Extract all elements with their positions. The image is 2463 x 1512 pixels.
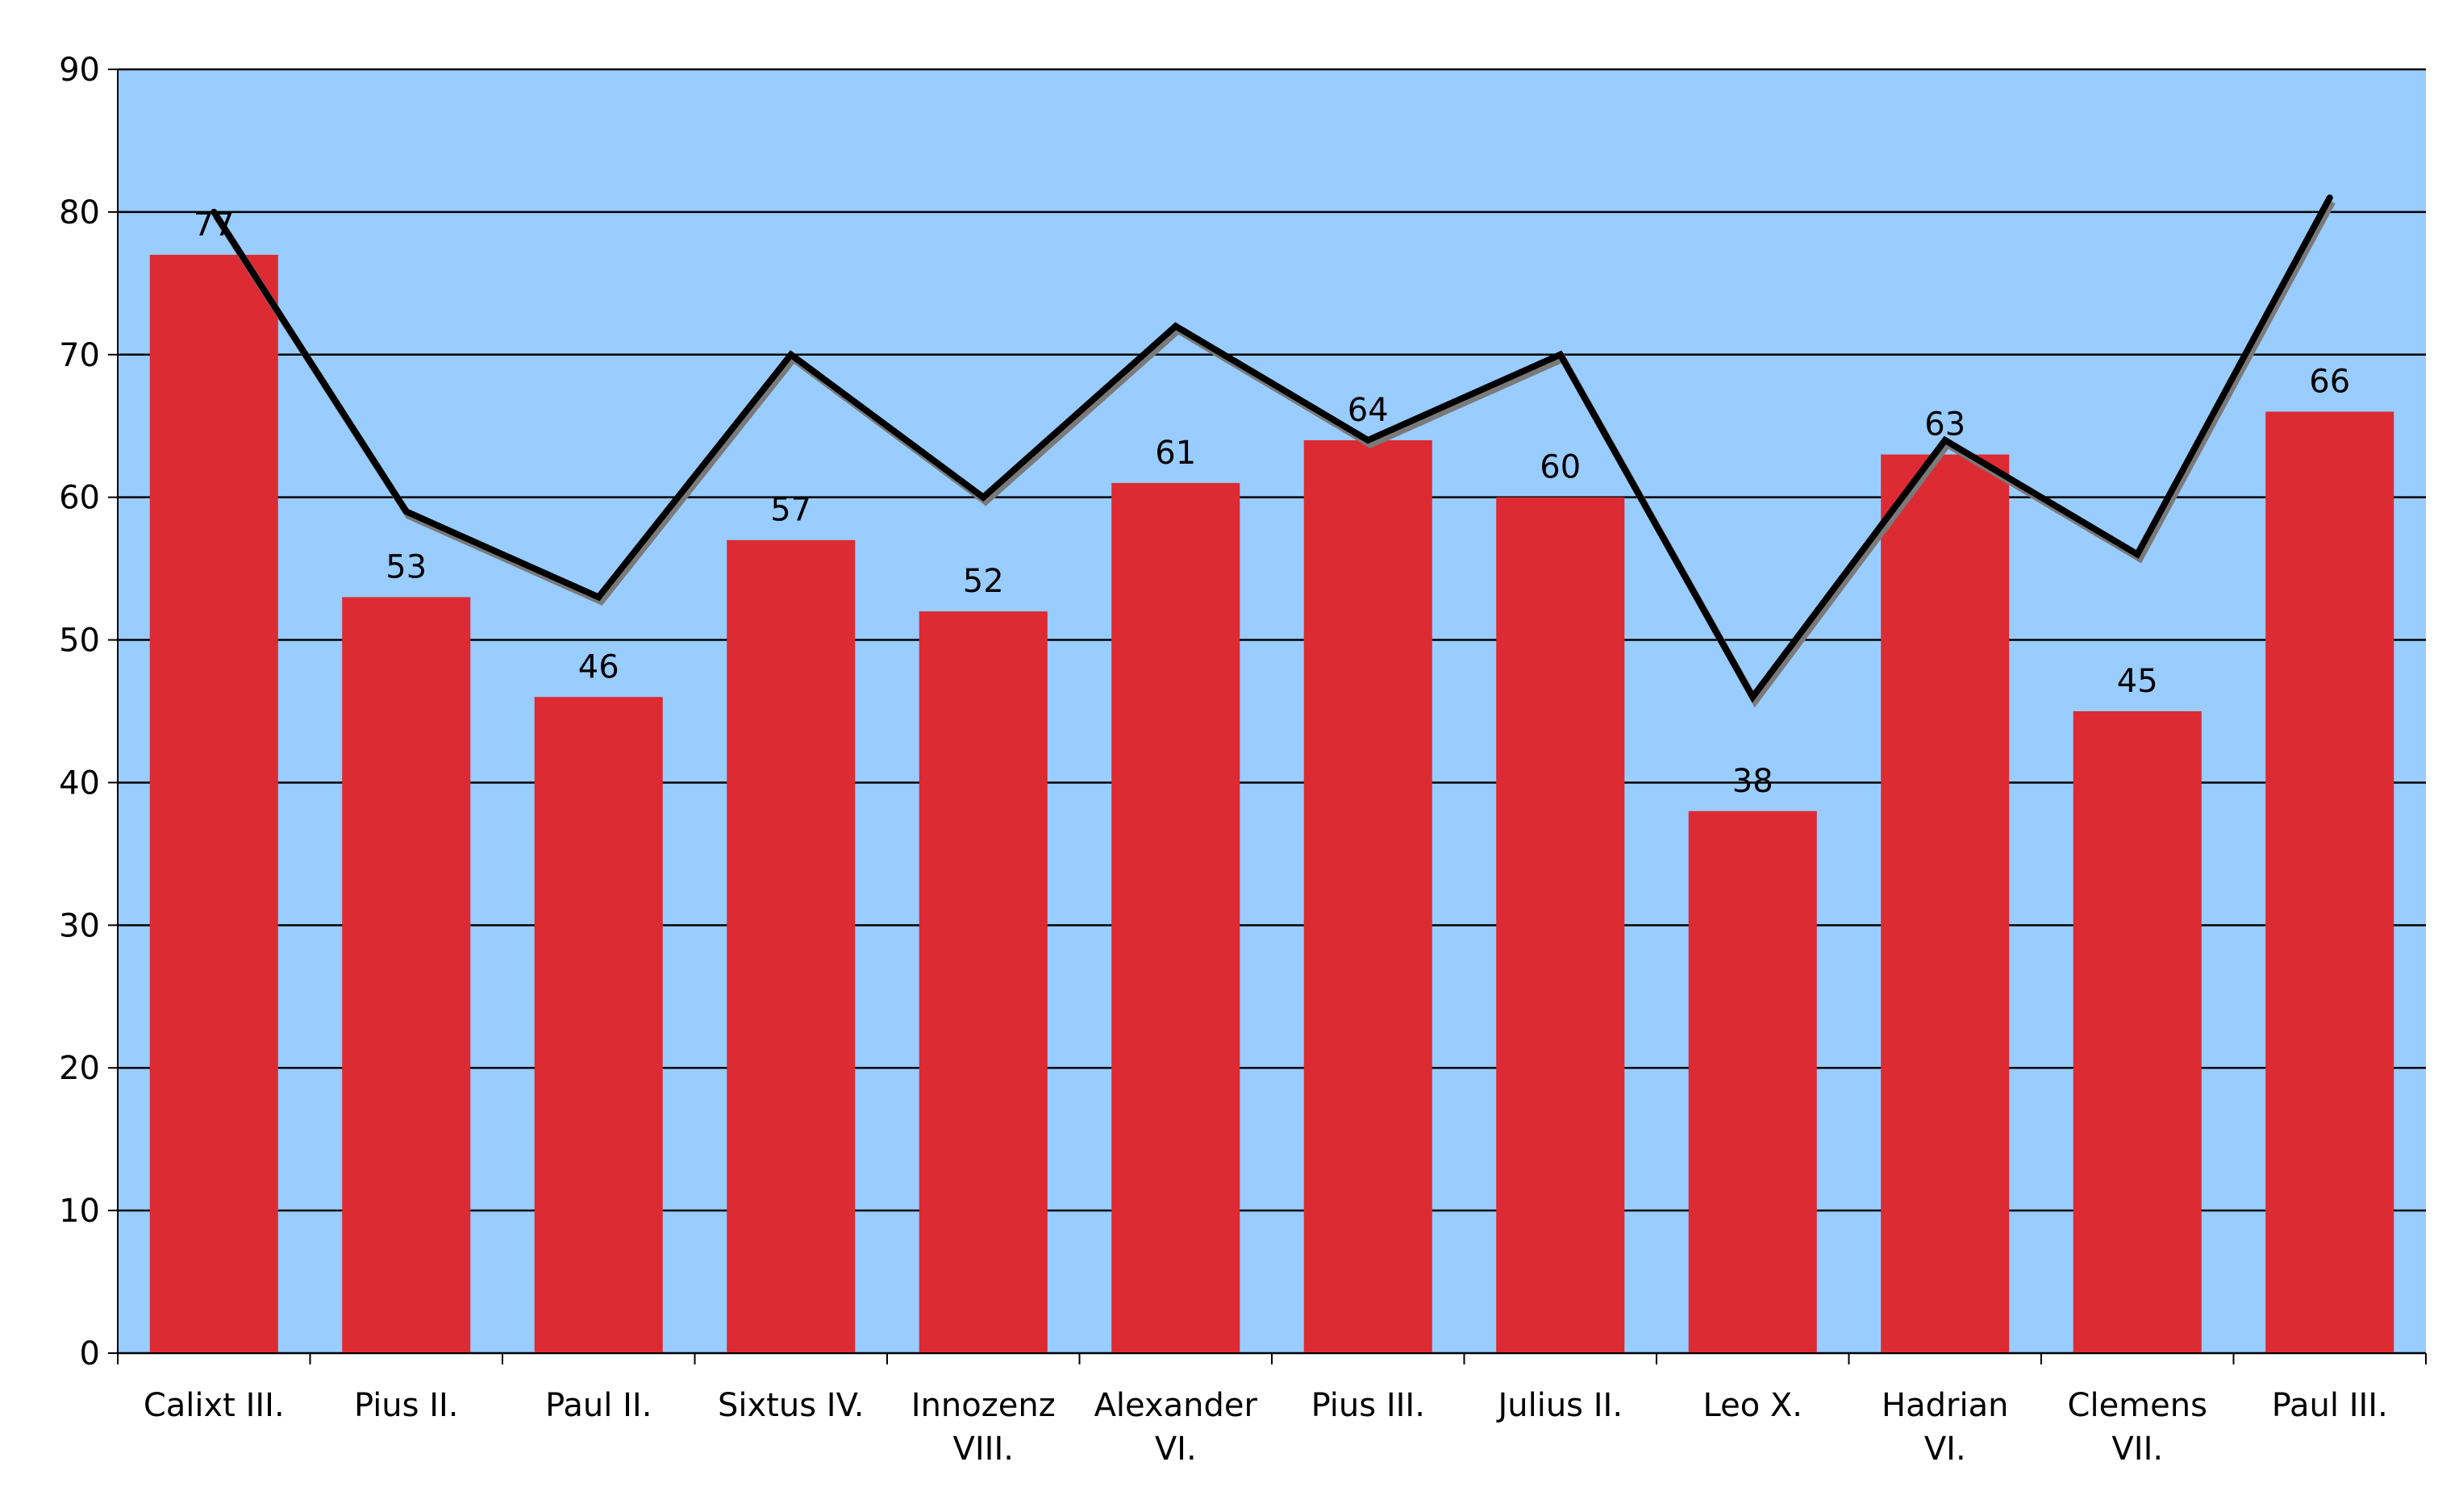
x-tick-label: VII. bbox=[2111, 1431, 2163, 1468]
line-point bbox=[210, 208, 218, 215]
x-tick-label: Paul II. bbox=[545, 1387, 652, 1424]
line-series bbox=[210, 194, 2336, 708]
x-axis: Calixt III. Pius II. Paul II. Sixtus IV. Inn… bbox=[117, 1352, 2427, 1468]
bar bbox=[1303, 439, 1432, 1353]
x-tick-label: Pius II. bbox=[354, 1387, 459, 1424]
bar-data-label: 64 bbox=[1348, 392, 1389, 429]
y-tick-label: 70 bbox=[59, 337, 100, 374]
line-point bbox=[402, 508, 410, 515]
bar-data-label: 57 bbox=[770, 492, 811, 529]
y-tick-label: 10 bbox=[59, 1193, 100, 1230]
bar bbox=[1111, 482, 1240, 1353]
y-tick-label: 50 bbox=[59, 623, 100, 660]
line-point bbox=[2134, 551, 2141, 558]
y-tick-label: 40 bbox=[59, 764, 100, 802]
bar-data-label: 60 bbox=[1540, 449, 1581, 486]
line-point bbox=[1749, 694, 1757, 701]
bar bbox=[2265, 411, 2394, 1353]
line-point bbox=[1941, 436, 1948, 444]
bar bbox=[534, 697, 663, 1353]
y-tick-label: 20 bbox=[59, 1050, 100, 1087]
x-tick-label: VI. bbox=[1924, 1431, 1966, 1468]
x-tick-label: VIII. bbox=[953, 1431, 1014, 1468]
x-tick-label: VI. bbox=[1155, 1431, 1197, 1468]
bar bbox=[1688, 810, 1817, 1353]
plot-area bbox=[118, 69, 2426, 1353]
bar bbox=[1881, 454, 2010, 1353]
bar-data-label: 77 bbox=[194, 206, 235, 244]
y-tick-label: 0 bbox=[80, 1335, 100, 1372]
y-tick-label: 30 bbox=[59, 907, 100, 944]
x-tick-label: Innozenz bbox=[911, 1387, 1056, 1424]
x-tick-label: Leo X. bbox=[1703, 1387, 1803, 1424]
line-point bbox=[1557, 351, 1564, 358]
line-series-path bbox=[210, 196, 2333, 703]
x-tick-label: Alexander bbox=[1094, 1387, 1258, 1424]
bar-series bbox=[149, 254, 2394, 1353]
y-tick-label: 80 bbox=[59, 194, 100, 231]
x-tick-label: Paul III. bbox=[2272, 1387, 2388, 1424]
bar bbox=[919, 611, 1048, 1353]
line-point bbox=[1172, 323, 1179, 330]
x-tick-label: Julius II. bbox=[1495, 1387, 1623, 1424]
bar-data-label: 45 bbox=[2117, 663, 2158, 700]
bar-data-label: 52 bbox=[963, 563, 1004, 600]
x-tick-label: Pius III. bbox=[1311, 1387, 1425, 1424]
bar bbox=[727, 539, 856, 1353]
x-tick-label: Calixt III. bbox=[144, 1387, 285, 1424]
bar-data-label: 46 bbox=[578, 648, 619, 685]
y-tick-label: 90 bbox=[59, 52, 100, 89]
bar-data-label: 38 bbox=[1732, 763, 1773, 800]
bar bbox=[149, 254, 278, 1353]
data-labels: 77 53 46 57 52 61 64 60 38 63 45 66 bbox=[194, 206, 2350, 800]
y-axis: 0 10 20 30 40 50 60 70 80 90 bbox=[59, 52, 119, 1372]
line-point bbox=[2326, 194, 2333, 202]
bar bbox=[1496, 497, 1625, 1353]
line-point bbox=[980, 494, 987, 501]
bar-data-label: 61 bbox=[1155, 435, 1196, 472]
bar-data-label: 66 bbox=[2309, 364, 2350, 401]
line-point bbox=[1365, 436, 1372, 444]
bar-data-label: 53 bbox=[385, 548, 427, 585]
bar-data-label: 63 bbox=[1924, 406, 1965, 444]
line-point bbox=[787, 351, 794, 358]
bar bbox=[342, 597, 471, 1353]
x-tick-label: Clemens bbox=[2068, 1387, 2207, 1424]
line-point bbox=[595, 594, 602, 601]
x-tick-label: Sixtus IV. bbox=[718, 1387, 864, 1424]
x-tick-label: Hadrian bbox=[1882, 1387, 2008, 1424]
y-tick-label: 60 bbox=[59, 480, 100, 517]
bar bbox=[2073, 711, 2202, 1353]
